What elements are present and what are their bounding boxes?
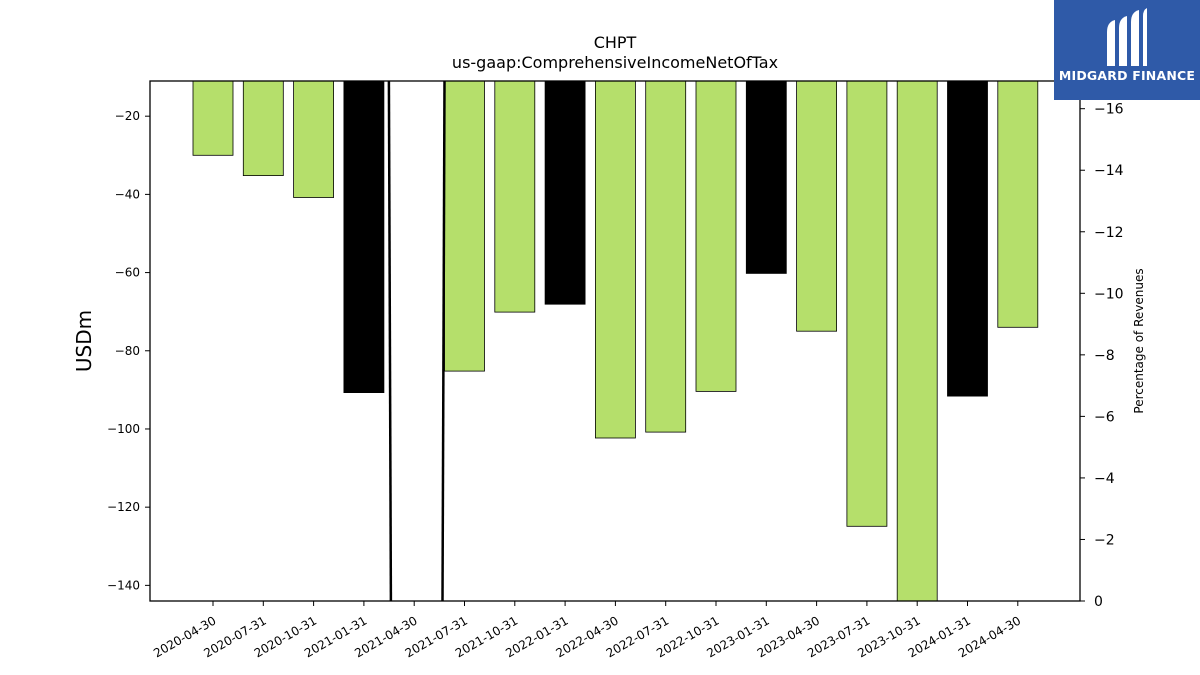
bar-2023-04-30 xyxy=(796,80,837,332)
bar-2022-10-31 xyxy=(695,80,737,392)
y2-axis-label: Percentage of Revenues xyxy=(1132,268,1146,413)
y-tick-label: −80 xyxy=(115,344,140,358)
x-axis-ticks: 2020-04-302020-07-312020-10-312021-01-31… xyxy=(151,601,1023,660)
bar-2023-10-31 xyxy=(896,80,938,602)
y2-tick-label: −2 xyxy=(1094,532,1115,548)
bar-2020-04-30 xyxy=(192,80,234,156)
percent-line-segment-a xyxy=(387,80,393,602)
y2-axis-ticks: 0 −2 −4 −6 −8 −10 −12 −14 −16 xyxy=(1080,102,1124,610)
y-axis-label: USDm xyxy=(72,310,96,372)
y-axis-ticks: −20 −40 −60 −80 −100 −120 −140 xyxy=(107,109,150,592)
bar-2021-01-31 xyxy=(343,80,385,394)
bar-2021-10-31 xyxy=(494,80,536,313)
y2-tick-label: −4 xyxy=(1094,471,1115,487)
bar-2023-01-31 xyxy=(745,80,787,274)
bar-2024-04-30 xyxy=(997,80,1039,328)
bar-2023-07-31 xyxy=(846,80,888,527)
bars-group xyxy=(192,80,1039,602)
chart-title: CHPT xyxy=(594,33,637,52)
y2-tick-label: −10 xyxy=(1094,286,1124,302)
chart-subtitle: us-gaap:ComprehensiveIncomeNetOfTax xyxy=(452,53,778,72)
bar-2020-10-31 xyxy=(293,80,335,198)
y2-tick-label: −14 xyxy=(1094,163,1124,179)
y-tick-label: −60 xyxy=(115,266,140,280)
bar-2022-07-31 xyxy=(645,80,687,433)
logo-mark-icon xyxy=(1107,8,1147,66)
y-tick-label: −140 xyxy=(107,578,140,592)
y2-tick-label: −6 xyxy=(1094,409,1115,425)
bar-2021-07-31 xyxy=(444,80,485,372)
percent-line-segment-b xyxy=(441,80,446,602)
y-tick-label: −120 xyxy=(107,500,140,514)
y-tick-label: −100 xyxy=(107,422,140,436)
percent-line-group xyxy=(387,80,446,602)
bar-2024-01-31 xyxy=(947,80,988,397)
y2-tick-label: −16 xyxy=(1094,102,1124,118)
y-tick-label: −40 xyxy=(115,187,140,201)
midgard-logo: MIDGARD FINANCE xyxy=(1054,0,1200,100)
y2-tick-label: −12 xyxy=(1094,225,1124,241)
logo-text: MIDGARD FINANCE xyxy=(1058,68,1196,83)
y2-tick-label: −8 xyxy=(1094,348,1115,364)
y2-tick-label: 0 xyxy=(1094,594,1103,610)
bar-2020-07-31 xyxy=(242,80,284,176)
y-tick-label: −20 xyxy=(115,109,140,123)
bar-2022-04-30 xyxy=(595,80,636,439)
bar-2022-01-31 xyxy=(544,80,586,305)
